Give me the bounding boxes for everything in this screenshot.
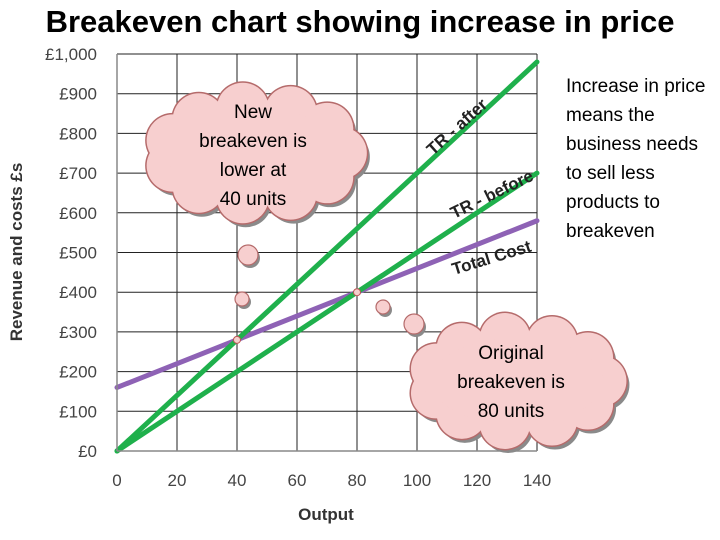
callouts: New breakeven is lower at 40 units Original b…: [145, 81, 630, 453]
y-tick-label: £800: [59, 124, 97, 143]
series-label-tr-after: TR - after: [423, 95, 491, 159]
series-line-tr-before: [114, 170, 540, 454]
breakeven-marker: [353, 288, 361, 297]
y-tick-label: £700: [59, 164, 97, 183]
x-tick-label: 80: [348, 471, 367, 490]
side-note: Increase in price means the business nee…: [566, 76, 706, 242]
y-tick-label: £100: [59, 402, 97, 421]
cloud-new-breakeven: [145, 81, 370, 228]
x-tick-label: 0: [112, 471, 121, 490]
chart-series: [114, 59, 540, 454]
series-label-tr-before: TR - before: [447, 166, 536, 222]
x-tick-label: 40: [228, 471, 247, 490]
y-tick-label: £400: [59, 283, 97, 302]
cloud-new-breakeven-text: New breakeven is lower at 40 units: [199, 102, 307, 210]
x-tick-label: 120: [463, 471, 491, 490]
cloud-body: [167, 108, 343, 198]
cloud-text-line: New: [234, 102, 272, 123]
series-line-total-cost: [114, 218, 540, 390]
series-label-total-cost: Total Cost: [450, 237, 534, 279]
thought-bubble-small: [375, 299, 391, 315]
cloud-original-breakeven-text: Original breakeven is 80 units: [457, 343, 565, 422]
cloud-text-line: breakeven is: [199, 131, 307, 152]
y-tick-label: £500: [59, 244, 97, 263]
y-axis-title: Revenue and costs £s: [7, 163, 26, 342]
x-tick-label: 60: [288, 471, 307, 490]
cloud-text-line: Original: [478, 343, 543, 364]
y-tick-label: £200: [59, 363, 97, 382]
x-axis-title: Output: [298, 505, 354, 524]
y-tick-label: £0: [78, 442, 97, 461]
cloud-body: [430, 337, 604, 425]
chart-axes: [116, 54, 537, 452]
cloud-text-line: breakeven is: [457, 372, 565, 393]
cloud-text-line: 40 units: [220, 189, 287, 210]
series-line-tr-after: [114, 59, 540, 454]
thought-bubble-small: [234, 291, 250, 307]
x-tick-label: 140: [523, 471, 551, 490]
breakeven-marker: [233, 335, 241, 344]
cloud-text-line: lower at: [220, 160, 287, 181]
x-tick-label: 20: [168, 471, 187, 490]
y-tick-label: £300: [59, 323, 97, 342]
x-tick-label: 100: [403, 471, 431, 490]
thought-bubble-large: [237, 244, 259, 266]
chart-ticks: £0 £100 £200 £300 £400 £500 £600 £700 £800 £900 £1…: [45, 45, 551, 490]
cloud-original-breakeven: [409, 311, 630, 453]
y-tick-label: £600: [59, 204, 97, 223]
cloud-text-line: 80 units: [478, 401, 545, 422]
thought-bubble-large: [403, 313, 425, 335]
slide-title: Breakeven chart showing increase in pric…: [45, 4, 675, 39]
y-tick-label: £900: [59, 85, 97, 104]
y-tick-label: £1,000: [45, 45, 97, 64]
